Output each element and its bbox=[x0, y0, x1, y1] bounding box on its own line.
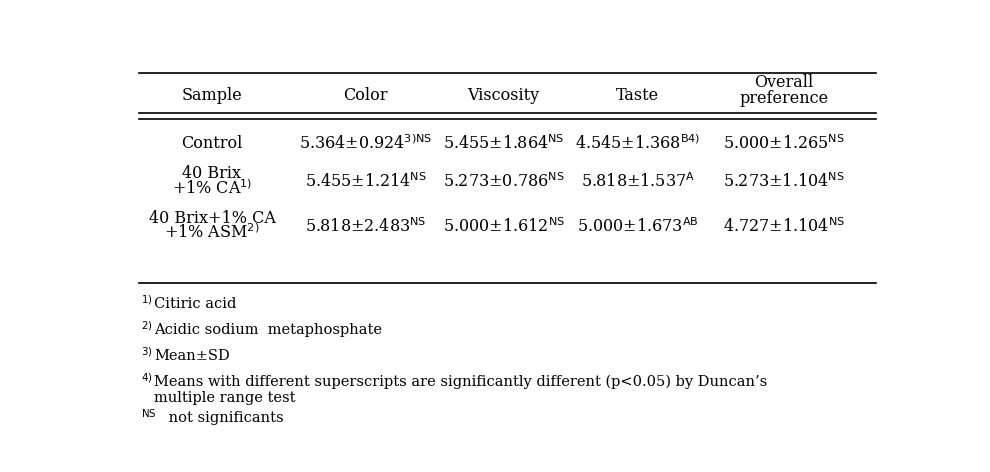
Text: Color: Color bbox=[344, 87, 388, 104]
Text: Mean±SD: Mean±SD bbox=[154, 349, 231, 363]
Text: 5.273±1.104$^{\mathsf{NS}}$: 5.273±1.104$^{\mathsf{NS}}$ bbox=[723, 173, 844, 191]
Text: Overall: Overall bbox=[754, 74, 813, 91]
Text: 40 Brix: 40 Brix bbox=[182, 165, 242, 182]
Text: Citiric acid: Citiric acid bbox=[154, 296, 237, 311]
Text: 4.727±1.104$^{\mathsf{NS}}$: 4.727±1.104$^{\mathsf{NS}}$ bbox=[723, 218, 844, 236]
Text: $^{\mathsf{2)}}$: $^{\mathsf{2)}}$ bbox=[141, 323, 152, 337]
Text: $^{\mathsf{NS}}$: $^{\mathsf{NS}}$ bbox=[141, 411, 156, 425]
Text: Viscosity: Viscosity bbox=[467, 87, 540, 104]
Text: $^{\mathsf{4)}}$: $^{\mathsf{4)}}$ bbox=[141, 375, 152, 389]
Text: $^{\mathsf{3)}}$: $^{\mathsf{3)}}$ bbox=[141, 349, 152, 363]
Text: Control: Control bbox=[181, 135, 243, 152]
Text: multiple range test: multiple range test bbox=[154, 391, 296, 405]
Text: 40 Brix+1% CA: 40 Brix+1% CA bbox=[148, 210, 275, 227]
Text: 5.000±1.612$^{\mathsf{NS}}$: 5.000±1.612$^{\mathsf{NS}}$ bbox=[443, 218, 564, 236]
Text: 5.273±0.786$^{\mathsf{NS}}$: 5.273±0.786$^{\mathsf{NS}}$ bbox=[443, 173, 564, 191]
Text: not significants: not significants bbox=[163, 411, 283, 425]
Text: 5.818±2.483$^{\mathsf{NS}}$: 5.818±2.483$^{\mathsf{NS}}$ bbox=[305, 218, 426, 236]
Text: 5.818±1.537$^{\mathsf{A}}$: 5.818±1.537$^{\mathsf{A}}$ bbox=[581, 173, 695, 191]
Text: preference: preference bbox=[739, 90, 829, 107]
Text: 5.364±0.924$^{\mathsf{3)NS}}$: 5.364±0.924$^{\mathsf{3)NS}}$ bbox=[299, 135, 432, 153]
Text: 5.000±1.673$^{\mathsf{AB}}$: 5.000±1.673$^{\mathsf{AB}}$ bbox=[577, 218, 699, 236]
Text: Taste: Taste bbox=[616, 87, 659, 104]
Text: Acidic sodium  metaphosphate: Acidic sodium metaphosphate bbox=[154, 323, 382, 337]
Text: Means with different superscripts are significantly different (p<0.05) by Duncan: Means with different superscripts are si… bbox=[154, 375, 767, 389]
Text: 5.455±1.214$^{\mathsf{NS}}$: 5.455±1.214$^{\mathsf{NS}}$ bbox=[305, 173, 427, 191]
Text: $^{\mathsf{1)}}$: $^{\mathsf{1)}}$ bbox=[141, 296, 152, 311]
Text: +1% ASM$^{\mathsf{2)}}$: +1% ASM$^{\mathsf{2)}}$ bbox=[164, 224, 259, 242]
Text: Sample: Sample bbox=[181, 87, 243, 104]
Text: 5.455±1.864$^{\mathsf{NS}}$: 5.455±1.864$^{\mathsf{NS}}$ bbox=[443, 135, 564, 153]
Text: +1% CA$^{\mathsf{1)}}$: +1% CA$^{\mathsf{1)}}$ bbox=[172, 179, 252, 198]
Text: 5.000±1.265$^{\mathsf{NS}}$: 5.000±1.265$^{\mathsf{NS}}$ bbox=[723, 135, 844, 153]
Text: 4.545±1.368$^{\mathsf{B4)}}$: 4.545±1.368$^{\mathsf{B4)}}$ bbox=[575, 135, 701, 153]
